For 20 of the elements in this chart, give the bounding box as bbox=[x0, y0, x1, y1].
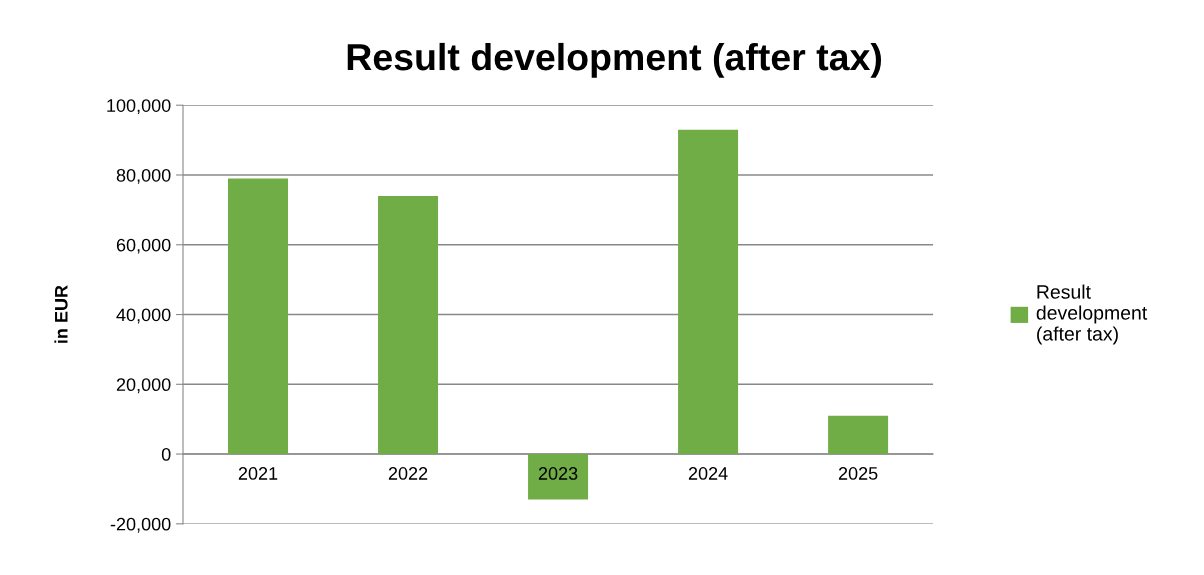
y-axis-title: in EUR bbox=[54, 285, 68, 343]
y-tick-label: 100,000 bbox=[107, 99, 171, 115]
y-tick-label: 80,000 bbox=[116, 168, 171, 184]
bar bbox=[678, 129, 739, 455]
bar bbox=[228, 178, 289, 455]
x-tick-label: 2022 bbox=[388, 467, 428, 480]
x-tick-label: 2021 bbox=[238, 467, 278, 480]
chart-title: Result development (after tax) bbox=[347, 42, 881, 78]
bar bbox=[378, 195, 439, 455]
y-tick-label: 0 bbox=[161, 447, 171, 461]
x-tick-label: 2025 bbox=[838, 467, 878, 480]
y-tick-label: 20,000 bbox=[116, 378, 171, 394]
bar bbox=[828, 415, 889, 455]
legend-label: Result development (after tax) bbox=[1036, 284, 1148, 345]
x-tick-label: 2023 bbox=[538, 467, 578, 480]
y-tick-label: 60,000 bbox=[116, 238, 171, 254]
y-tick-label: 40,000 bbox=[116, 308, 171, 324]
bar bbox=[528, 454, 589, 500]
y-tick-label: -20,000 bbox=[110, 517, 171, 533]
x-tick-label: 2024 bbox=[688, 467, 728, 480]
